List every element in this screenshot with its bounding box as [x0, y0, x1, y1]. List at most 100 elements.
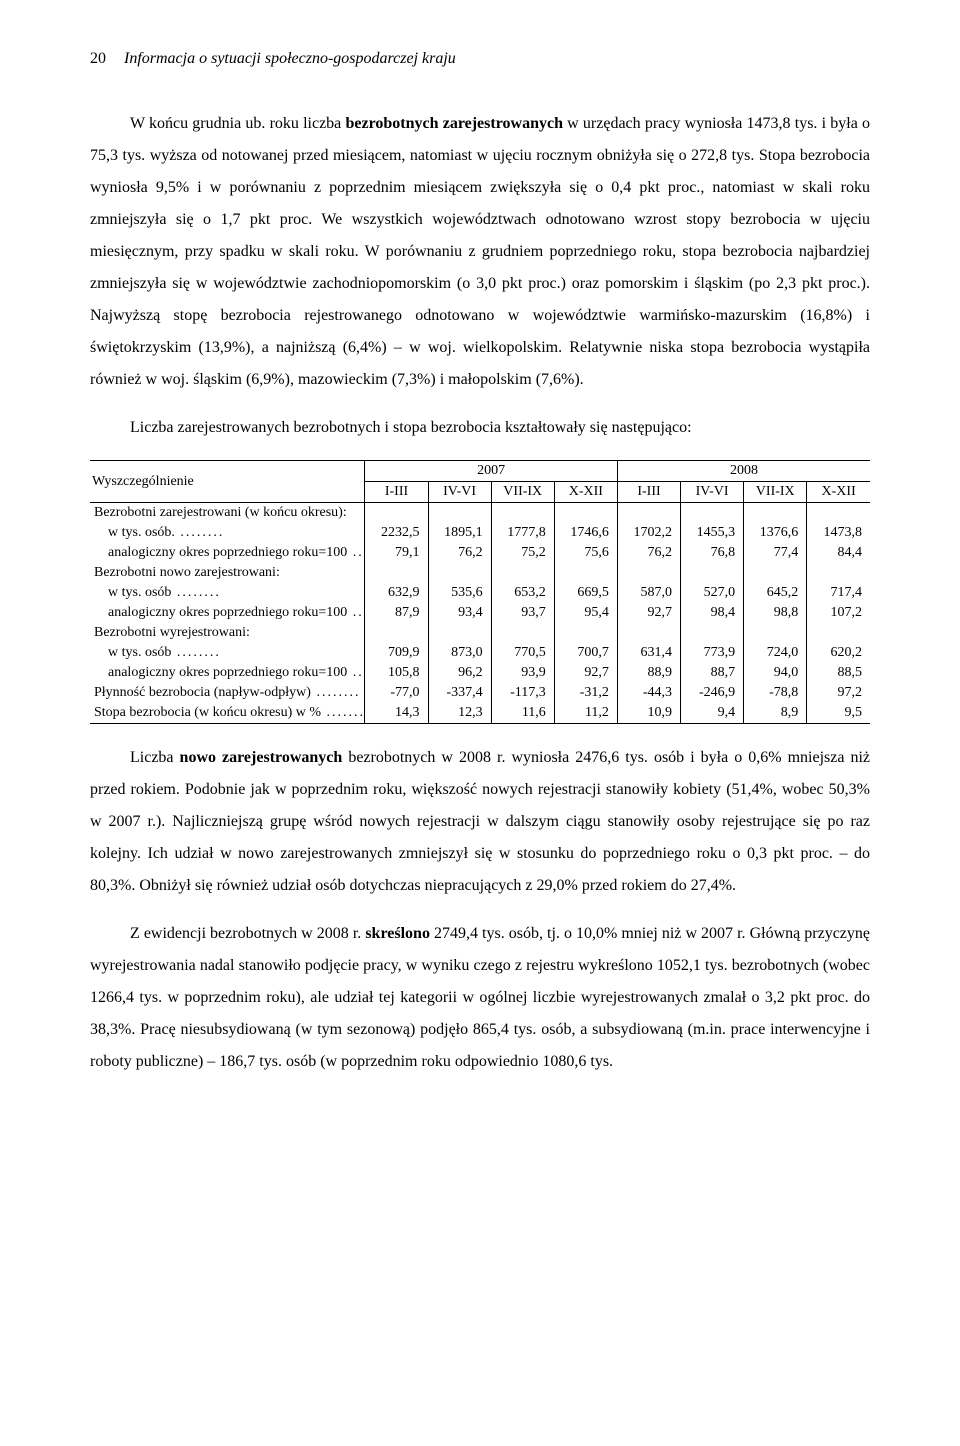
row-label: w tys. osób ........ [90, 583, 365, 603]
table-row: w tys. osób ........709,9873,0770,5700,7… [90, 643, 870, 663]
cell: 12,3 [428, 703, 491, 723]
cell [491, 503, 554, 524]
page: 20 Informacja o sytuacji społeczno-gospo… [0, 0, 960, 1144]
cell: 92,7 [617, 603, 680, 623]
cell [365, 563, 428, 583]
cell [365, 623, 428, 643]
cell: -117,3 [491, 683, 554, 703]
cell: 773,9 [681, 643, 744, 663]
row-label: w tys. osób. ........ [90, 523, 365, 543]
cell [554, 623, 617, 643]
cell: 11,6 [491, 703, 554, 723]
cell [681, 503, 744, 524]
cell [681, 623, 744, 643]
cell: -337,4 [428, 683, 491, 703]
cell [807, 563, 870, 583]
cell: 645,2 [744, 583, 807, 603]
q-header: IV-VI [681, 482, 744, 503]
table-row: Bezrobotni nowo zarejestrowani: [90, 563, 870, 583]
row-label: analogiczny okres poprzedniego roku=100 … [90, 543, 365, 563]
table-row: Płynność bezrobocia (napływ-odpływ) ....… [90, 683, 870, 703]
cell: 94,0 [744, 663, 807, 683]
cell: -77,0 [365, 683, 428, 703]
cell: 709,9 [365, 643, 428, 663]
table-row: w tys. osób ........632,9535,6653,2669,5… [90, 583, 870, 603]
header-title: Informacja o sytuacji społeczno-gospodar… [124, 50, 456, 67]
cell [428, 623, 491, 643]
row-label: Płynność bezrobocia (napływ-odpływ) ....… [90, 683, 365, 703]
cell [554, 503, 617, 524]
cell [491, 563, 554, 583]
cell: 84,4 [807, 543, 870, 563]
cell: 770,5 [491, 643, 554, 663]
cell: 587,0 [617, 583, 680, 603]
cell: 10,9 [617, 703, 680, 723]
row-label: Bezrobotni wyrejestrowani: [90, 623, 365, 643]
table-row: analogiczny okres poprzedniego roku=100 … [90, 663, 870, 683]
cell: 1702,2 [617, 523, 680, 543]
cell: 653,2 [491, 583, 554, 603]
page-header: 20 Informacja o sytuacji społeczno-gospo… [90, 50, 870, 68]
cell: 105,8 [365, 663, 428, 683]
cell [428, 563, 491, 583]
paragraph-4: Z ewidencji bezrobotnych w 2008 r. skreś… [90, 918, 870, 1078]
cell: 1895,1 [428, 523, 491, 543]
cell: 700,7 [554, 643, 617, 663]
q-header: X-XII [807, 482, 870, 503]
cell: 535,6 [428, 583, 491, 603]
cell: 76,2 [428, 543, 491, 563]
cell: 98,4 [681, 603, 744, 623]
cell [617, 503, 680, 524]
table-row: analogiczny okres poprzedniego roku=100 … [90, 603, 870, 623]
cell: 95,4 [554, 603, 617, 623]
cell: 14,3 [365, 703, 428, 723]
cell: 93,9 [491, 663, 554, 683]
cell: 76,2 [617, 543, 680, 563]
cell [744, 563, 807, 583]
cell: 88,9 [617, 663, 680, 683]
cell: 93,4 [428, 603, 491, 623]
q-header: X-XII [554, 482, 617, 503]
row-label: w tys. osób ........ [90, 643, 365, 663]
q-header: IV-VI [428, 482, 491, 503]
cell: 1473,8 [807, 523, 870, 543]
cell: 88,5 [807, 663, 870, 683]
cell [617, 563, 680, 583]
cell: 11,2 [554, 703, 617, 723]
q-header: I-III [617, 482, 680, 503]
row-label: Bezrobotni zarejestrowani (w końcu okres… [90, 503, 365, 524]
cell: -44,3 [617, 683, 680, 703]
paragraph-3: Liczba nowo zarejestrowanych bezrobotnyc… [90, 742, 870, 902]
row-label: analogiczny okres poprzedniego roku=100 … [90, 603, 365, 623]
cell: 97,2 [807, 683, 870, 703]
cell: -246,9 [681, 683, 744, 703]
page-number: 20 [90, 50, 120, 68]
cell: 87,9 [365, 603, 428, 623]
col-header-year1: 2007 [365, 461, 618, 482]
cell [617, 623, 680, 643]
table-row: w tys. osób. ........2232,51895,11777,81… [90, 523, 870, 543]
cell [491, 623, 554, 643]
cell: 93,7 [491, 603, 554, 623]
cell [744, 503, 807, 524]
row-label: analogiczny okres poprzedniego roku=100 … [90, 663, 365, 683]
paragraph-2: Liczba zarejestrowanych bezrobotnych i s… [90, 412, 870, 444]
cell: -78,8 [744, 683, 807, 703]
cell: 8,9 [744, 703, 807, 723]
cell: 1455,3 [681, 523, 744, 543]
table-row: Bezrobotni wyrejestrowani: [90, 623, 870, 643]
cell: 620,2 [807, 643, 870, 663]
cell: 75,2 [491, 543, 554, 563]
table-row: Bezrobotni zarejestrowani (w końcu okres… [90, 503, 870, 524]
table-row: Stopa bezrobocia (w końcu okresu) w % ..… [90, 703, 870, 723]
paragraph-1: W końcu grudnia ub. roku liczba bezrobot… [90, 108, 870, 396]
q-header: VII-IX [491, 482, 554, 503]
cell: 527,0 [681, 583, 744, 603]
cell: 96,2 [428, 663, 491, 683]
q-header: VII-IX [744, 482, 807, 503]
cell: 717,4 [807, 583, 870, 603]
cell: 76,8 [681, 543, 744, 563]
cell: 632,9 [365, 583, 428, 603]
cell: 77,4 [744, 543, 807, 563]
cell: 2232,5 [365, 523, 428, 543]
